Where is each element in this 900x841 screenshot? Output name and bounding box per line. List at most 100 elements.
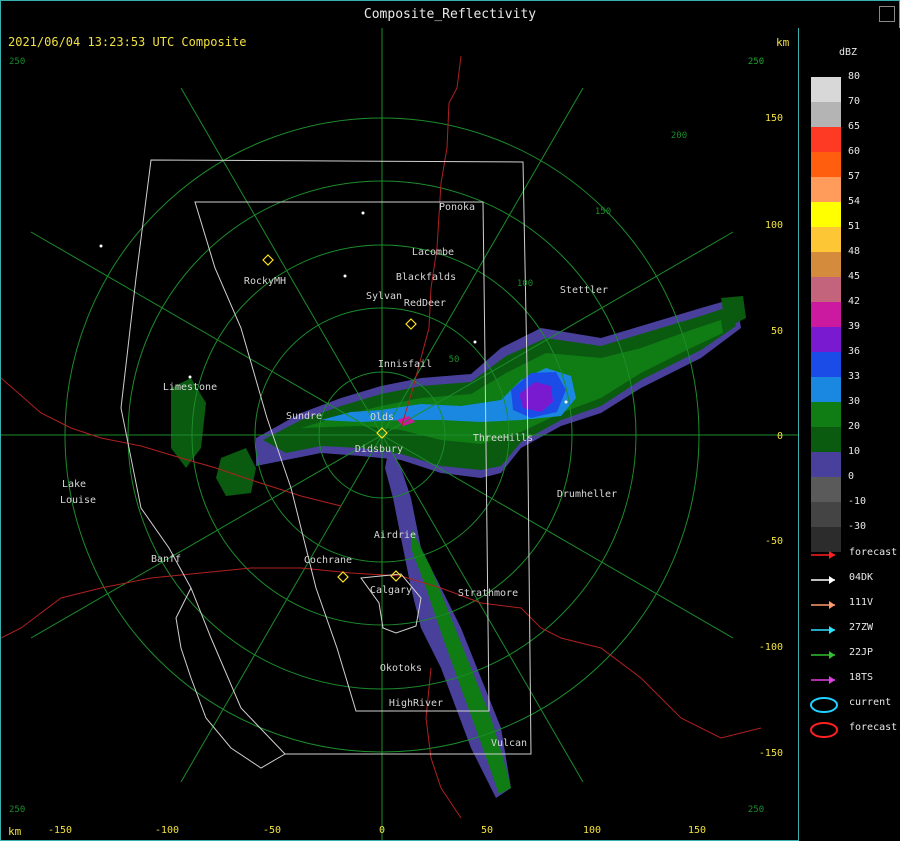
legend-color-swatch bbox=[811, 352, 841, 377]
window-close-button[interactable] bbox=[879, 6, 895, 22]
legend-dbz-label: 33 bbox=[848, 371, 861, 382]
region-outline bbox=[120, 159, 532, 755]
radar-site-marker bbox=[376, 427, 388, 439]
place-label: Banff bbox=[151, 554, 181, 565]
place-label: Innisfail bbox=[378, 359, 432, 370]
legend-dbz-label: 60 bbox=[848, 146, 861, 157]
range-ring-label: 50 bbox=[449, 355, 460, 365]
place-label: Lacombe bbox=[412, 247, 454, 258]
place-label: Strathmore bbox=[458, 588, 518, 599]
place-label: ThreeHills bbox=[473, 433, 533, 444]
radar-site-marker bbox=[405, 318, 417, 330]
echo-region bbox=[321, 368, 576, 422]
legend-dbz-label: 45 bbox=[848, 271, 861, 282]
place-label: Limestone bbox=[163, 382, 217, 393]
track-arrow-icon bbox=[811, 651, 835, 659]
legend-dbz-label: 70 bbox=[848, 96, 861, 107]
legend-dbz-label: 36 bbox=[848, 346, 861, 357]
range-ring-label: 250 bbox=[748, 57, 764, 67]
border-line bbox=[1, 377, 342, 507]
y-tick-label: 150 bbox=[765, 113, 783, 124]
place-label: RedDeer bbox=[404, 298, 446, 309]
place-label: Calgary bbox=[370, 585, 412, 596]
legend-dbz-label: 48 bbox=[848, 246, 861, 257]
place-label: Lake bbox=[62, 479, 86, 490]
cell-ellipse-icon bbox=[810, 697, 838, 713]
x-tick-label: 0 bbox=[379, 825, 385, 836]
legend-color-swatch bbox=[811, 327, 841, 352]
echo-region bbox=[216, 448, 256, 496]
y-tick-label: -150 bbox=[759, 748, 783, 759]
legend-color-swatch bbox=[811, 402, 841, 427]
track-arrow-icon bbox=[811, 626, 835, 634]
x-tick-label: -150 bbox=[48, 825, 72, 836]
legend-dbz-label: 51 bbox=[848, 221, 861, 232]
x-tick-label: 50 bbox=[481, 825, 493, 836]
legend-dbz-label: -10 bbox=[848, 496, 867, 507]
place-label: Didsbury bbox=[355, 444, 403, 455]
map-labels: 2021/06/04 13:23:53 UTC Composite km km -15… bbox=[8, 35, 790, 838]
radial-lines bbox=[1, 28, 798, 840]
legend-dbz-label: 10 bbox=[848, 446, 861, 457]
legend-color-swatch bbox=[811, 427, 841, 452]
corner-ring-label: 250 bbox=[748, 805, 764, 815]
legend-dbz-label: -30 bbox=[848, 521, 867, 532]
region-outline bbox=[175, 587, 286, 769]
range-ring-label: 100 bbox=[517, 279, 533, 289]
reflectivity-echoes bbox=[171, 296, 746, 798]
station-dot bbox=[361, 211, 365, 215]
window-title: Composite_Reflectivity bbox=[363, 7, 537, 22]
legend-dbz-label: 0 bbox=[848, 471, 855, 482]
radar-map-panel[interactable]: 2021/06/04 13:23:53 UTC Composite km km -15… bbox=[0, 28, 799, 841]
track-legend-label: forecast bbox=[849, 722, 898, 733]
place-label: RockyMH bbox=[244, 276, 286, 287]
x-tick-label: 100 bbox=[583, 825, 601, 836]
station-dot bbox=[473, 340, 477, 344]
echo-region bbox=[411, 528, 511, 794]
track-legend-label: 27ZW bbox=[849, 622, 874, 633]
legend-dbz-label: 20 bbox=[848, 421, 861, 432]
station-dot bbox=[343, 274, 347, 278]
region-outlines bbox=[120, 159, 532, 769]
station-dot bbox=[99, 244, 103, 248]
legend-dbz-label: 39 bbox=[848, 321, 861, 332]
legend-color-swatch bbox=[811, 277, 841, 302]
legend-color-swatch bbox=[811, 252, 841, 277]
place-label: Blackfalds bbox=[396, 272, 456, 283]
legend-dbz-label: 80 bbox=[848, 71, 861, 82]
unit-label-top: km bbox=[776, 36, 790, 49]
range-ring-label: 200 bbox=[671, 131, 687, 141]
corner-ring-label: 250 bbox=[9, 57, 25, 67]
legend-panel: dBZ 80 70 65 60 57 54 51 48 45 42 39 36 33 30 20 10 0 -10… bbox=[798, 28, 900, 840]
place-label: Airdrie bbox=[374, 530, 416, 541]
place-label: Stettler bbox=[560, 285, 608, 296]
legend-dbz-label: 42 bbox=[848, 296, 861, 307]
province-borders bbox=[1, 55, 762, 819]
track-legend-label: 111V bbox=[849, 597, 874, 608]
region-outline bbox=[360, 573, 422, 634]
legend-dbz-label: 54 bbox=[848, 196, 861, 207]
place-label: Okotoks bbox=[380, 663, 422, 674]
place-label: Sylvan bbox=[366, 291, 402, 302]
track-legend-label: current bbox=[849, 697, 892, 708]
corner-ring-label: 250 bbox=[9, 805, 25, 815]
legend-color-swatch bbox=[811, 227, 841, 252]
legend-color-swatch bbox=[811, 452, 841, 477]
legend-dbz-label: 65 bbox=[848, 121, 861, 132]
x-tick-label: 150 bbox=[688, 825, 706, 836]
y-tick-label: 100 bbox=[765, 220, 783, 231]
legend-color-swatch bbox=[811, 127, 841, 152]
radar-map[interactable]: 2021/06/04 13:23:53 UTC Composite km km -15… bbox=[1, 28, 798, 840]
timestamp-label: 2021/06/04 13:23:53 UTC Composite bbox=[8, 35, 246, 49]
legend-color-swatch bbox=[811, 202, 841, 227]
legend-dbz-label: 57 bbox=[848, 171, 861, 182]
y-tick-label: 0 bbox=[777, 431, 783, 442]
legend-color-swatch bbox=[811, 477, 841, 502]
track-arrow-icon bbox=[811, 601, 835, 609]
place-label: HighRiver bbox=[389, 698, 443, 709]
track-arrow-icon bbox=[811, 576, 835, 584]
border-line bbox=[425, 667, 462, 819]
legend-color-swatch bbox=[811, 177, 841, 202]
legend-color-swatch bbox=[811, 502, 841, 527]
track-legend-label: 04DK bbox=[849, 572, 874, 583]
